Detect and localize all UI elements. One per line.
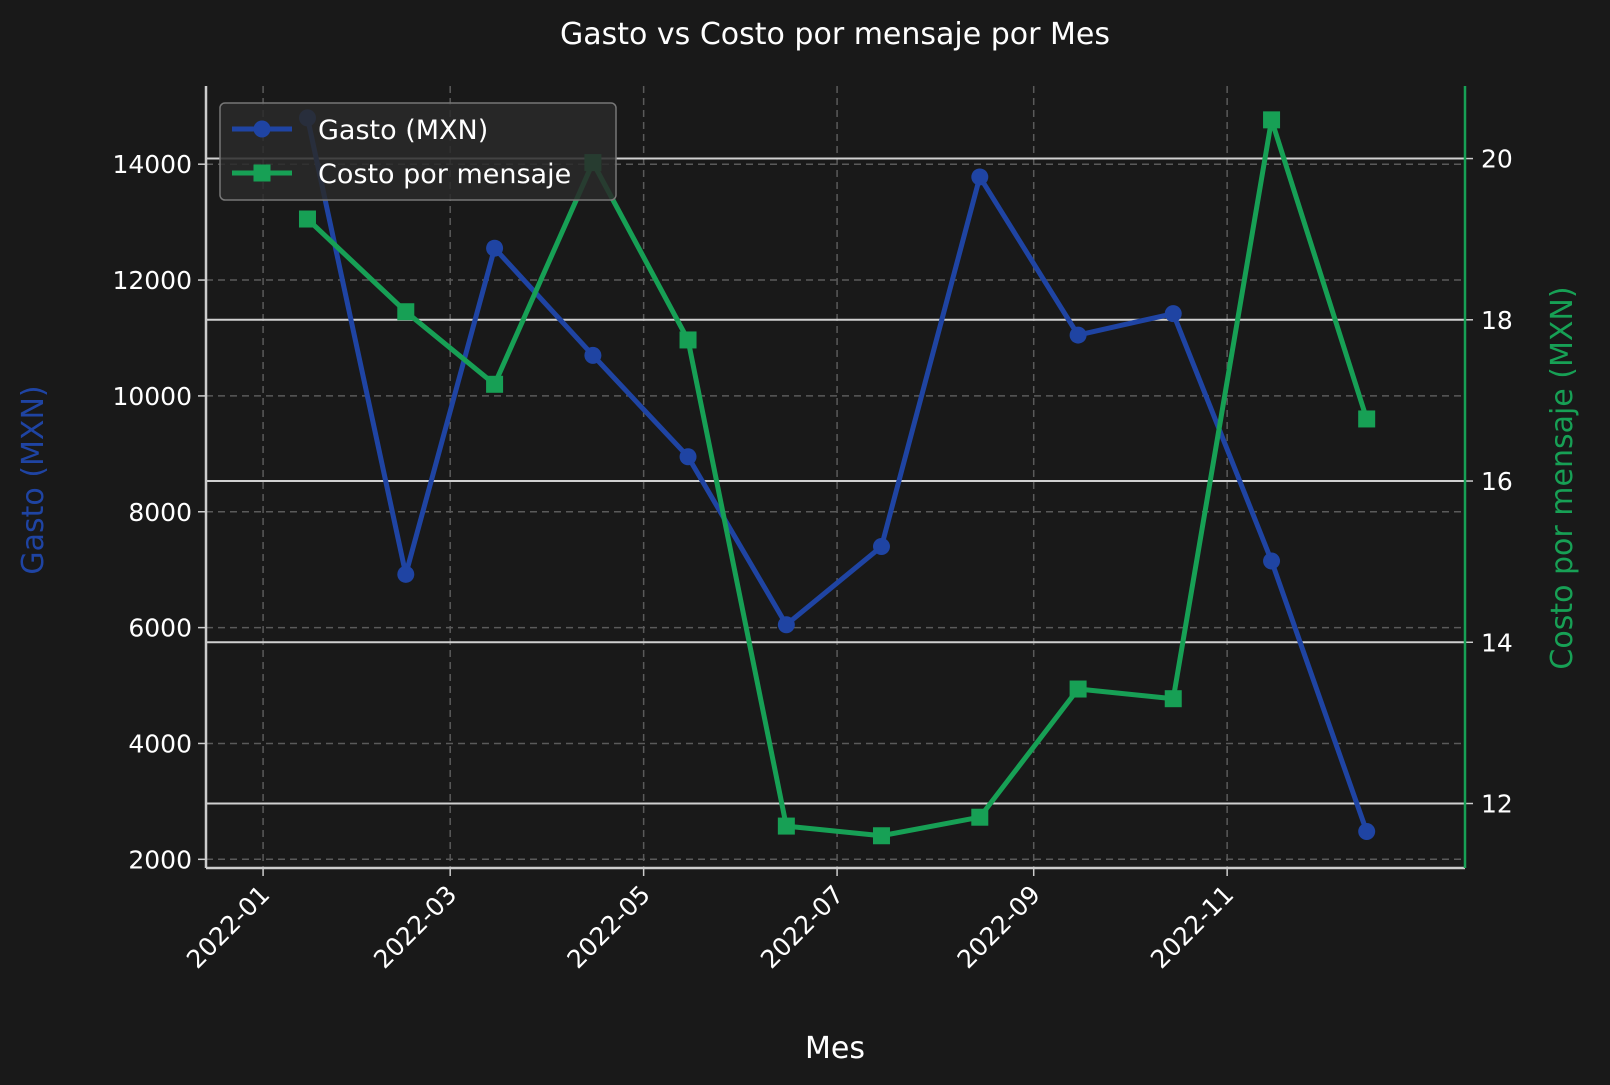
y-left-tick-label: 2000 (128, 845, 192, 874)
legend-entry-1: Gasto (MXN) (232, 115, 488, 146)
series-line (305, 117, 1370, 839)
data-point (397, 565, 415, 583)
data-point (1358, 410, 1376, 428)
y-right-tick-label: 16 (1481, 467, 1513, 496)
legend-marker (253, 120, 271, 138)
y-right-tick-label: 18 (1481, 306, 1513, 335)
data-point (679, 448, 697, 466)
x-axis-label: Mes (805, 1031, 865, 1066)
legend-label: Gasto (MXN) (318, 115, 488, 146)
legend-entry-2: Costo por mensaje (232, 159, 571, 190)
y-left-tick-label: 12000 (112, 266, 192, 295)
y-right-tick-label: 12 (1481, 790, 1513, 819)
series-line (305, 117, 1370, 833)
data-point (777, 616, 795, 634)
data-point (1164, 305, 1182, 323)
series-2 (298, 111, 1376, 845)
legend-label: Costo por mensaje (318, 159, 571, 190)
legend: Gasto (MXN) Costo por mensaje (219, 102, 617, 201)
y-right-tick-label: 14 (1481, 628, 1513, 657)
y-left-tick-label: 6000 (128, 614, 192, 643)
data-point (397, 303, 415, 321)
grid (206, 86, 1465, 868)
data-point (584, 346, 602, 364)
data-point (1263, 111, 1281, 129)
y-axis-left-label: Gasto (MXN) (16, 385, 51, 574)
data-point (1164, 690, 1182, 708)
data-point (679, 331, 697, 349)
chart-title: Gasto vs Costo por mensaje por Mes (560, 17, 1110, 52)
data-point (872, 827, 890, 845)
data-point (1069, 680, 1087, 698)
data-point (486, 375, 504, 393)
series (298, 109, 1376, 845)
data-point (1263, 552, 1281, 570)
data-point (1358, 823, 1376, 841)
data-point (486, 239, 504, 257)
data-point (298, 210, 316, 228)
data-point (971, 808, 989, 826)
data-point (872, 538, 890, 556)
legend-marker (253, 164, 271, 182)
data-point (777, 817, 795, 835)
y-left-tick-label: 10000 (112, 382, 192, 411)
y-left-tick-label: 14000 (112, 150, 192, 179)
data-point (1069, 326, 1087, 344)
legend-box (219, 102, 617, 201)
series-1 (298, 109, 1376, 841)
y-axis-right-label: Costo por mensaje (MXN) (1545, 286, 1580, 669)
y-right-tick-label: 20 (1481, 145, 1513, 174)
data-point (971, 168, 989, 186)
y-left-tick-label: 8000 (128, 498, 192, 527)
y-left-tick-label: 4000 (128, 729, 192, 758)
